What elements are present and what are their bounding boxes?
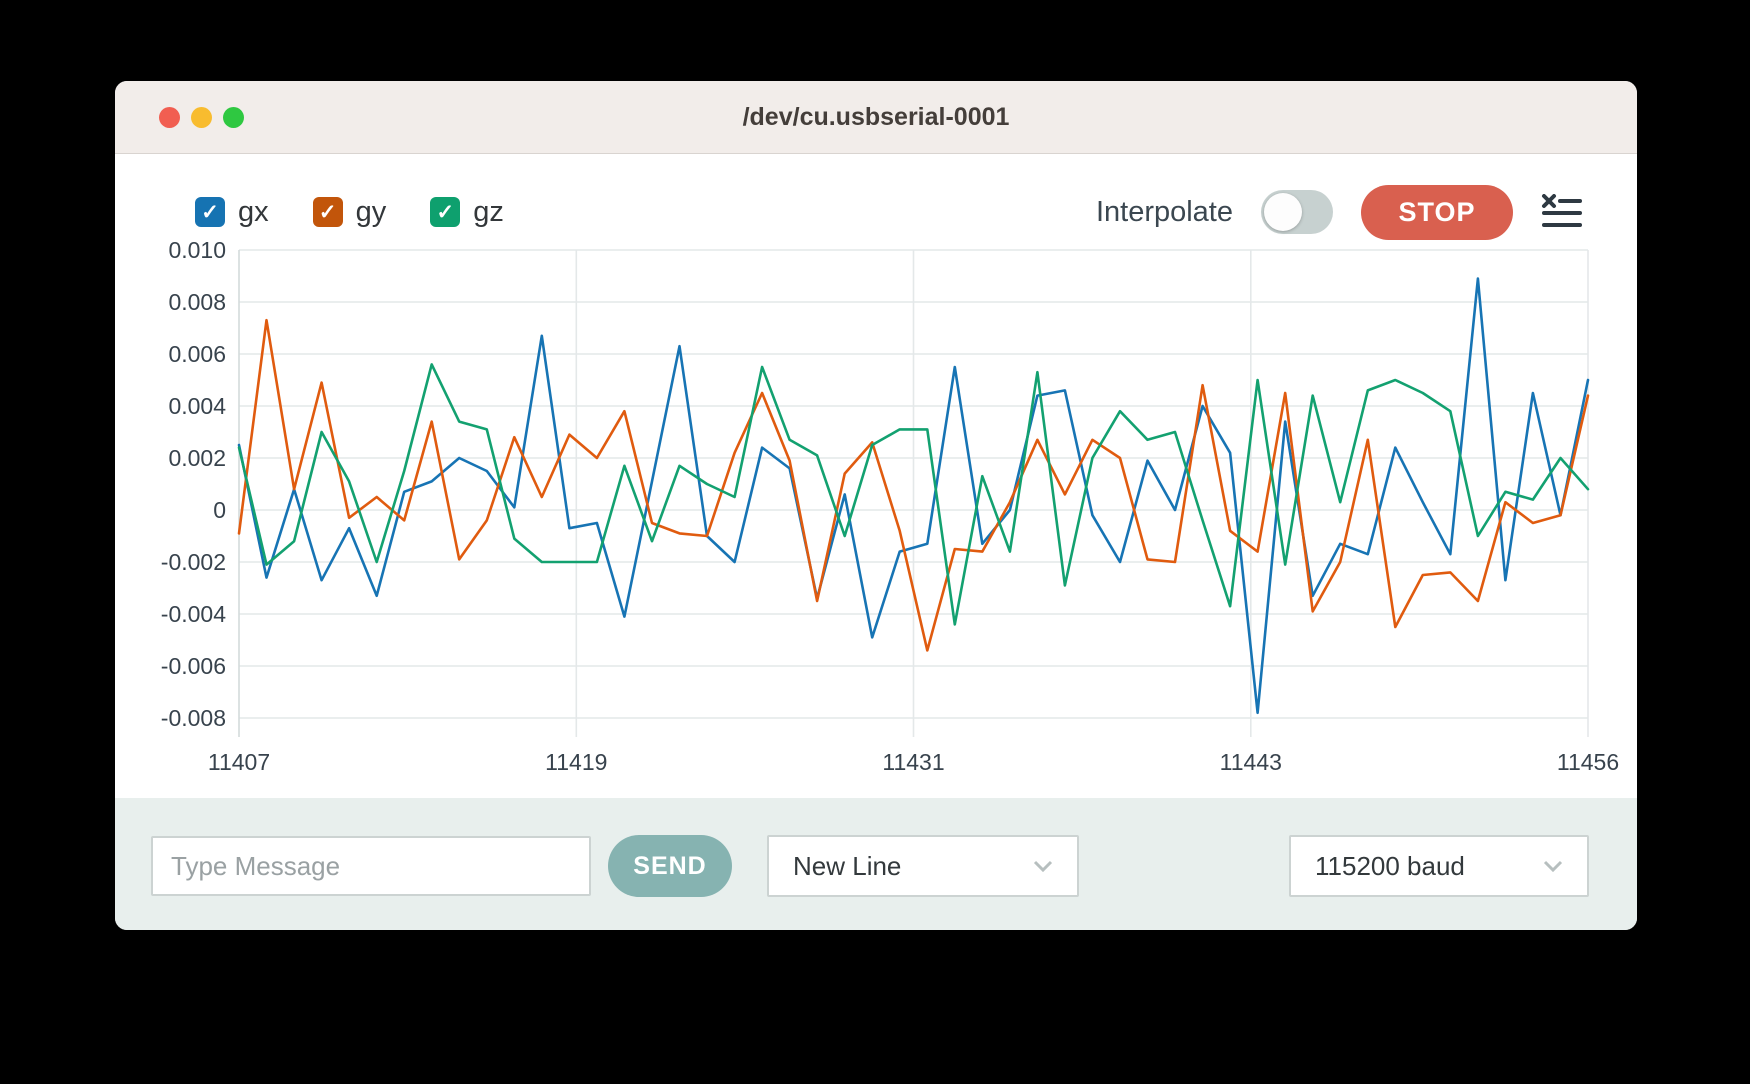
svg-text:-0.002: -0.002 [161, 549, 226, 575]
svg-text:-0.008: -0.008 [161, 705, 226, 731]
close-window-button[interactable] [159, 106, 180, 128]
svg-text:11431: 11431 [882, 749, 944, 775]
svg-text:11443: 11443 [1220, 749, 1282, 775]
window-title: /dev/cu.usbserial-0001 [742, 102, 1010, 131]
line-chart: 0.010 0.008 0.006 0.004 0.002 0 -0.002 -0.004 -0… [161, 237, 1619, 775]
svg-text:0.006: 0.006 [168, 341, 226, 367]
toolbar-right-controls: Interpolate STOP [1095, 184, 1583, 240]
message-input[interactable] [151, 836, 591, 896]
chevron-down-icon [1543, 860, 1563, 872]
checkbox-gy[interactable]: ✓ gy [312, 195, 387, 229]
line-ending-value: New Line [793, 850, 902, 881]
checkbox-gy-label: gy [355, 195, 387, 228]
checkbox-gx-box[interactable]: ✓ [195, 197, 225, 227]
app-window: /dev/cu.usbserial-0001 ✓ gx ✓ gy ✓ gz In… [115, 81, 1637, 930]
interpolate-toggle-knob [1264, 193, 1302, 231]
checkbox-gz-box[interactable]: ✓ [430, 197, 461, 227]
stop-button[interactable]: STOP [1361, 184, 1513, 240]
interpolate-label: Interpolate [1095, 195, 1233, 228]
baud-rate-dropdown[interactable]: 115200 baud [1289, 835, 1589, 897]
chevron-down-icon [1033, 860, 1053, 872]
line-ending-dropdown[interactable]: New Line [767, 835, 1079, 897]
minimize-window-button[interactable] [191, 106, 212, 128]
checkbox-gx-label: gx [238, 195, 269, 228]
baud-rate-value: 115200 baud [1315, 850, 1465, 881]
traffic-lights [159, 81, 244, 153]
series-checkbox-group: ✓ gx ✓ gy ✓ gz [195, 196, 504, 229]
clear-console-icon[interactable] [1541, 194, 1583, 230]
checkbox-gx[interactable]: ✓ gx [195, 196, 269, 229]
checkbox-gz-label: gz [473, 195, 504, 228]
svg-text:0.010: 0.010 [168, 237, 226, 263]
checkbox-gz[interactable]: ✓ gz [430, 196, 504, 229]
svg-text:0: 0 [213, 497, 226, 523]
toolbar: ✓ gx ✓ gy ✓ gz Interpolate STOP [115, 182, 1637, 242]
svg-text:0.004: 0.004 [168, 393, 226, 419]
checkbox-gy-box[interactable]: ✓ [312, 197, 343, 227]
interpolate-toggle[interactable] [1261, 190, 1333, 234]
svg-text:-0.004: -0.004 [161, 601, 226, 627]
svg-text:-0.006: -0.006 [161, 653, 226, 679]
titlebar: /dev/cu.usbserial-0001 [115, 81, 1637, 154]
svg-text:0.008: 0.008 [168, 289, 226, 315]
maximize-window-button[interactable] [223, 106, 244, 128]
bottom-bar: SEND New Line 115200 baud [115, 798, 1637, 930]
svg-text:11407: 11407 [208, 749, 270, 775]
svg-text:11456: 11456 [1557, 749, 1619, 775]
svg-text:11419: 11419 [545, 749, 607, 775]
svg-text:0.002: 0.002 [168, 445, 226, 471]
send-button[interactable]: SEND [608, 835, 732, 897]
